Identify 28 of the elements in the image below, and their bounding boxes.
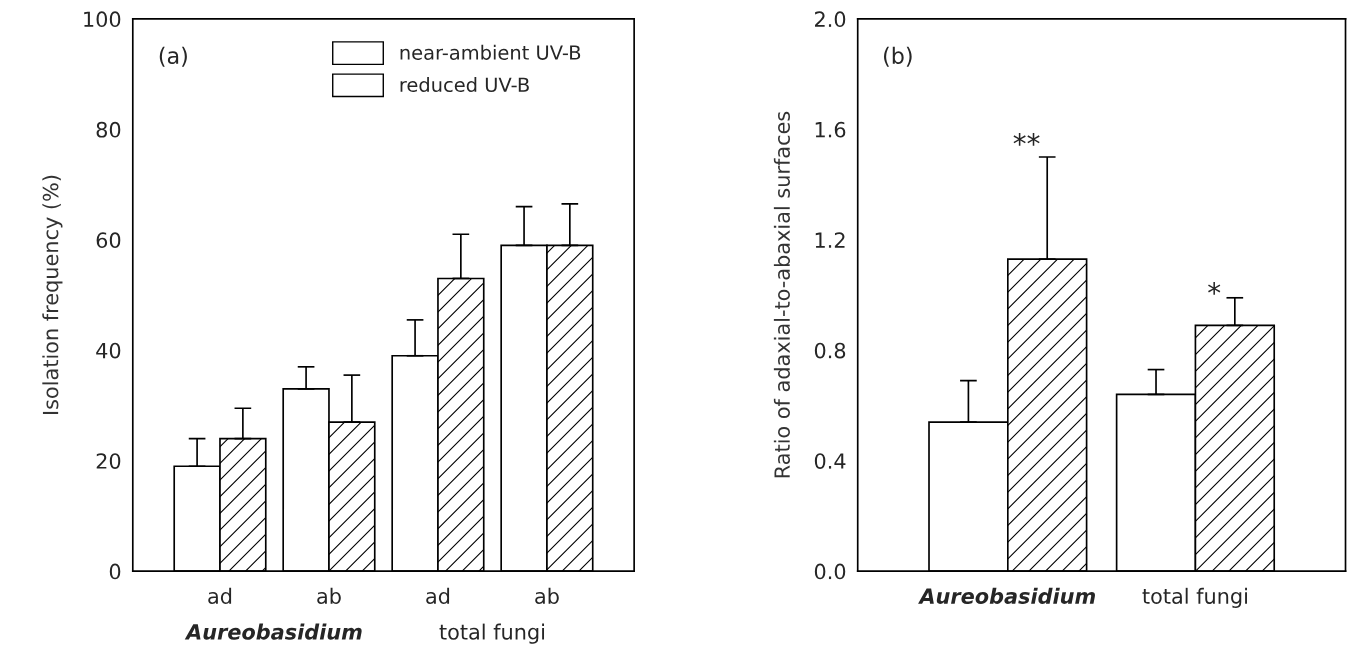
- x-tick-label: ad: [426, 587, 450, 604]
- y-tick-label: 20: [96, 453, 121, 469]
- y-tick-label: 80: [96, 121, 121, 138]
- x-tick-label: ab: [317, 587, 341, 604]
- text: Aureobasidium: [184, 623, 362, 640]
- y-axis-title: Isolation frequency (%): [42, 175, 63, 414]
- x-tick-label: ad: [208, 587, 232, 604]
- legend-label: reduced UV-B: [400, 77, 529, 93]
- y-tick-label: 1.6: [815, 121, 846, 138]
- x-tick-label: Aureobasidium: [918, 587, 1095, 604]
- y-tick-label: 1.2: [815, 232, 845, 248]
- y-tick-label: 0.4: [814, 453, 846, 469]
- y-tick-label: 2.0: [815, 11, 846, 28]
- y-tick-label: 40: [96, 342, 121, 359]
- text: total fungi: [439, 623, 545, 644]
- annotation: **: [1013, 132, 1040, 146]
- y-tick-label: 60: [96, 232, 121, 249]
- annotation: *: [1208, 282, 1221, 295]
- annotation: (a): [159, 46, 187, 67]
- legend-label: near-ambient UV-B: [400, 44, 581, 60]
- y-tick-label: 0: [109, 563, 121, 580]
- y-tick-label: 100: [84, 11, 121, 28]
- annotation: (b): [884, 46, 912, 67]
- y-axis-title: Ratio of adaxial-to-abaxial surfaces: [773, 111, 790, 478]
- y-tick-label: 0.0: [814, 563, 846, 580]
- y-tick-label: 0.8: [814, 342, 846, 359]
- x-tick-label: total fungi: [1142, 587, 1247, 608]
- x-tick-label: ab: [535, 587, 559, 604]
